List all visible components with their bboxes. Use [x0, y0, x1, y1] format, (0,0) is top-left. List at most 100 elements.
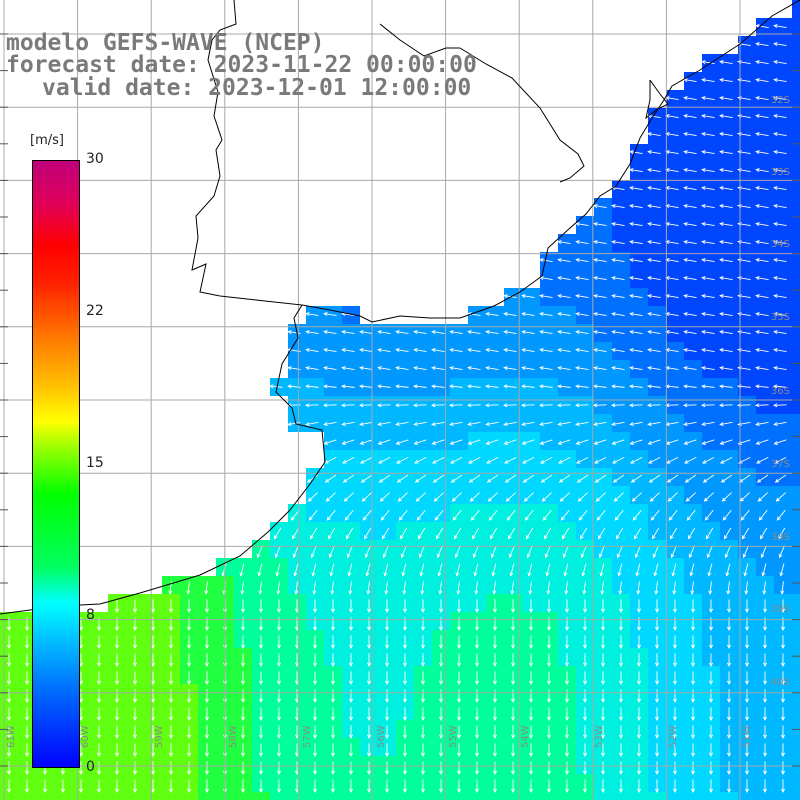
wind-arrow [683, 168, 697, 173]
wind-arrow [719, 96, 733, 101]
wind-arrow [529, 743, 533, 757]
wind-arrow [151, 743, 155, 757]
field-cell [792, 0, 800, 18]
wind-arrow [169, 725, 173, 739]
wind-arrow [763, 725, 767, 739]
wind-arrow [396, 456, 409, 464]
wind-arrow [341, 384, 355, 389]
wind-arrow [636, 581, 641, 595]
lat-label-33s: 33S [770, 167, 790, 178]
wind-arrow [529, 653, 533, 667]
wind-arrow [413, 439, 427, 445]
wind-arrow [763, 599, 767, 613]
wind-arrow [727, 653, 731, 667]
wind-arrow [241, 599, 245, 613]
wind-arrow [414, 474, 427, 483]
wind-arrow [565, 635, 569, 649]
wind-arrow [647, 150, 661, 155]
wind-arrow [305, 366, 319, 371]
wind-arrow [341, 421, 355, 427]
wind-arrow [575, 276, 589, 281]
wind-arrow [331, 689, 335, 703]
wind-arrow [774, 456, 787, 464]
wind-arrow [745, 599, 749, 613]
wind-arrow [431, 348, 445, 353]
wind-arrow [773, 312, 787, 317]
wind-arrow [313, 779, 317, 793]
wind-arrow [673, 761, 677, 775]
wind-arrow [601, 653, 605, 667]
wind-arrow [611, 330, 625, 335]
wind-arrow [667, 492, 678, 502]
wind-arrow [724, 545, 731, 559]
wind-arrow [702, 474, 715, 483]
wind-arrow [709, 599, 713, 613]
field-cell [792, 540, 800, 558]
wind-arrow [774, 474, 787, 483]
wind-arrow [593, 312, 607, 317]
field-cell [378, 792, 396, 800]
wind-arrow [522, 456, 535, 464]
wind-arrow [701, 421, 715, 427]
wind-arrow [671, 563, 677, 577]
wind-arrow [547, 689, 551, 703]
wind-arrow [557, 439, 571, 445]
wind-arrow [344, 509, 354, 521]
wind-arrow [487, 492, 498, 502]
wind-arrow [450, 474, 463, 483]
wind-arrow [395, 366, 409, 371]
wind-arrow [468, 474, 481, 483]
wind-arrow [755, 312, 769, 317]
wind-arrow [688, 545, 695, 559]
wind-arrow [205, 761, 209, 775]
wind-arrow [575, 384, 589, 389]
wind-arrow [7, 707, 11, 721]
wind-arrow [259, 671, 263, 685]
wind-arrow [305, 421, 319, 427]
wind-arrow [655, 671, 659, 685]
wind-arrow [629, 348, 643, 353]
wind-arrow [547, 779, 551, 793]
wind-arrow [323, 348, 337, 353]
wind-arrow [547, 743, 551, 757]
wind-arrow [359, 439, 373, 445]
wind-arrow [313, 653, 317, 667]
wind-arrow [97, 725, 101, 739]
wind-arrow [421, 599, 425, 613]
wind-arrow [611, 421, 625, 427]
wind-arrow [511, 725, 515, 739]
wind-arrow [385, 635, 389, 649]
wind-arrow [557, 348, 571, 353]
wind-arrow [511, 653, 515, 667]
field-cell [792, 126, 800, 144]
wind-arrow [323, 403, 337, 408]
wind-arrow [311, 563, 317, 577]
wind-arrow [385, 779, 389, 793]
wind-arrow [403, 653, 407, 667]
lat-label-36s: 36S [770, 386, 790, 397]
wind-arrow [557, 384, 571, 389]
wind-arrow [647, 421, 661, 427]
wind-arrow [291, 527, 300, 540]
lon-label-51w: 51W [742, 725, 753, 748]
wind-arrow [611, 294, 625, 299]
wind-arrow [755, 114, 769, 119]
wind-arrow [634, 545, 641, 559]
wind-arrow [601, 725, 605, 739]
wind-arrow [521, 439, 535, 445]
wind-arrow [504, 474, 517, 483]
wind-arrow [618, 581, 623, 595]
wind-arrow [703, 492, 714, 502]
title-forecast-date: forecast date: 2023-11-22 00:00:00 [6, 52, 477, 78]
lat-label-40s: 40S [770, 677, 790, 688]
wind-arrow [539, 384, 553, 389]
wind-arrow [528, 581, 533, 595]
wind-arrow [637, 707, 641, 721]
wind-arrow [557, 312, 571, 317]
field-cell [756, 792, 774, 800]
wind-arrow [349, 743, 353, 757]
wind-arrow [457, 761, 461, 775]
wind-arrow [720, 474, 733, 483]
wind-arrow [277, 707, 281, 721]
wind-arrow [611, 258, 625, 263]
